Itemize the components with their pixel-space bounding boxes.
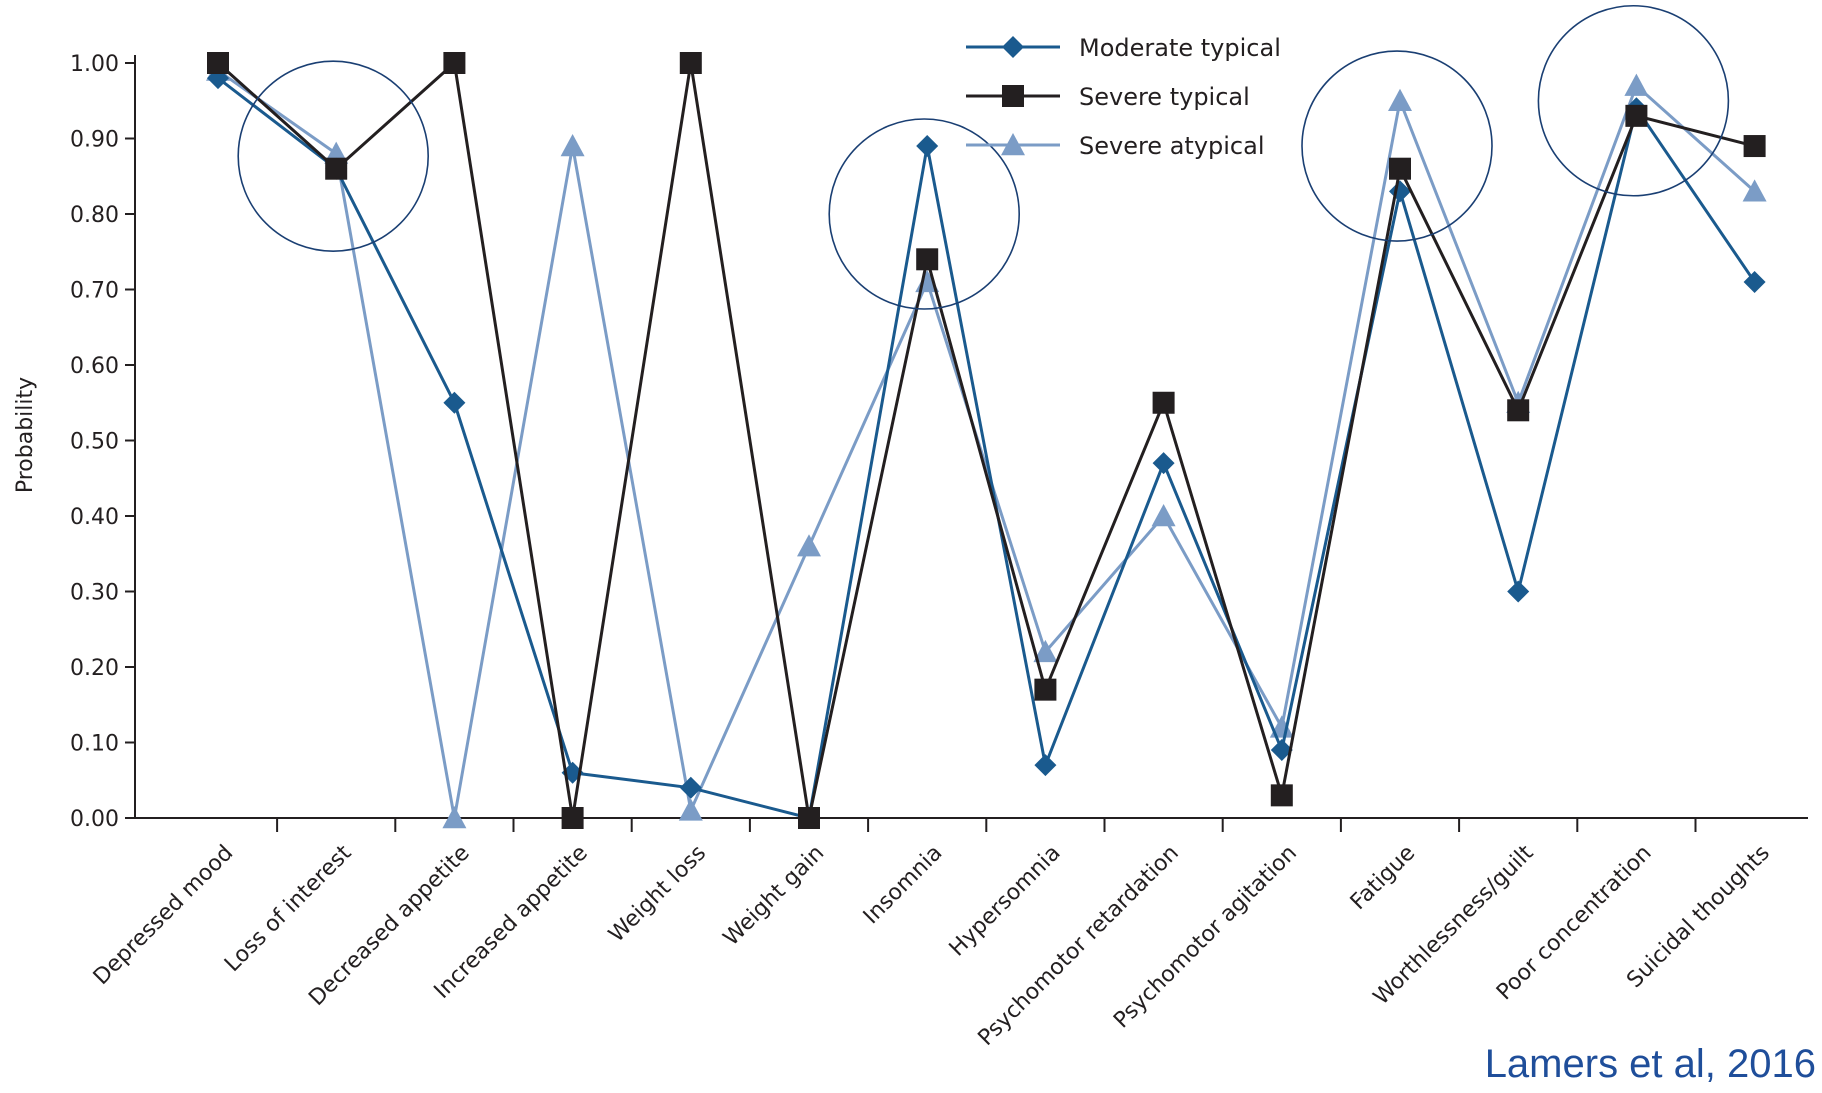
y-tick-label: 0.50 <box>70 430 119 455</box>
x-category-label: Fatigue <box>1346 841 1420 915</box>
data-point-triangle <box>560 134 585 157</box>
series-line <box>217 76 1756 820</box>
data-point-square <box>679 52 702 74</box>
series-layer <box>206 52 1767 829</box>
legend-label: Severe typical <box>1079 83 1250 111</box>
y-tick-label: 0.60 <box>70 354 119 379</box>
data-point-triangle <box>442 806 467 829</box>
x-category-label: Hypersomnia <box>945 841 1066 962</box>
y-tick-label: 0.40 <box>70 505 119 530</box>
data-point-triangle <box>1388 88 1412 111</box>
highlight-circles <box>237 4 1730 310</box>
data-point-square <box>1625 104 1648 127</box>
x-category-label: Insomnia <box>859 841 948 930</box>
data-point-diamond <box>1743 270 1766 293</box>
data-point-diamond <box>1507 580 1530 603</box>
y-tick-label: 0.70 <box>70 279 119 304</box>
highlight-circle <box>828 118 1021 310</box>
data-point-diamond <box>443 391 466 414</box>
series-line <box>217 69 1756 819</box>
data-point-diamond <box>1034 754 1057 777</box>
y-axis-ticks: 0.00 0.10 0.20 0.30 0.40 0.50 0.60 0.70 0.80 0.90… <box>70 52 135 832</box>
data-point-triangle <box>678 798 703 821</box>
x-category-label: Depressed mood <box>89 841 238 990</box>
highlight-circle <box>1301 50 1493 242</box>
highlight-circle <box>237 60 430 252</box>
data-point-triangle <box>797 534 821 557</box>
data-point-square <box>1389 157 1411 180</box>
series-line <box>217 60 1755 819</box>
y-tick-label: 0.90 <box>70 128 119 153</box>
data-point-diamond <box>1152 452 1175 475</box>
x-category-label: Loss of interest <box>220 840 357 977</box>
data-point-diamond <box>1270 739 1293 762</box>
legend-item: Severe atypical <box>966 132 1265 160</box>
x-category-label: Weight gain <box>719 841 829 951</box>
legend-item: Severe typical <box>966 83 1250 111</box>
y-tick-label: 0.30 <box>70 581 119 606</box>
x-category-label: Psychomotor retardation <box>974 841 1184 1051</box>
y-tick-label: 0.10 <box>70 732 119 757</box>
data-point-diamond <box>916 135 939 158</box>
data-point-square <box>1507 399 1530 422</box>
data-point-diamond <box>1002 36 1024 58</box>
highlight-circle <box>1537 4 1730 197</box>
data-point-triangle <box>1742 179 1767 202</box>
data-point-square <box>561 807 584 829</box>
data-point-square <box>916 248 939 271</box>
data-point-square <box>1152 391 1175 414</box>
y-tick-label: 0.00 <box>70 807 119 832</box>
series-severe-atypical <box>206 58 1767 829</box>
data-point-triangle <box>1151 504 1176 527</box>
series-moderate-typical <box>207 67 1766 829</box>
data-point-square <box>443 52 466 74</box>
data-point-square <box>1743 135 1766 158</box>
data-point-square <box>1034 678 1057 701</box>
y-tick-label: 0.80 <box>70 203 119 228</box>
legend-label: Moderate typical <box>1079 34 1281 62</box>
data-point-square <box>798 807 820 829</box>
chart-axes <box>134 55 1808 819</box>
data-point-square <box>325 157 348 180</box>
y-tick-label: 0.20 <box>70 656 119 681</box>
legend-item: Moderate typical <box>966 34 1281 62</box>
data-point-square <box>207 52 229 74</box>
data-point-triangle <box>1624 73 1649 96</box>
data-point-triangle <box>1001 133 1025 156</box>
legend: Moderate typical Severe typical Severe aty… <box>966 34 1281 160</box>
data-point-triangle <box>1033 639 1058 663</box>
citation-text: Lamers et al, 2016 <box>1484 1042 1816 1086</box>
y-tick-label: 1.00 <box>70 52 119 77</box>
data-point-diamond <box>679 776 702 799</box>
x-category-label: Weight loss <box>604 841 711 948</box>
y-axis-title: Probability <box>13 377 38 493</box>
data-point-square <box>1270 784 1293 807</box>
legend-label: Severe atypical <box>1079 132 1265 160</box>
data-point-square <box>1002 85 1024 107</box>
series-severe-typical <box>207 52 1766 829</box>
